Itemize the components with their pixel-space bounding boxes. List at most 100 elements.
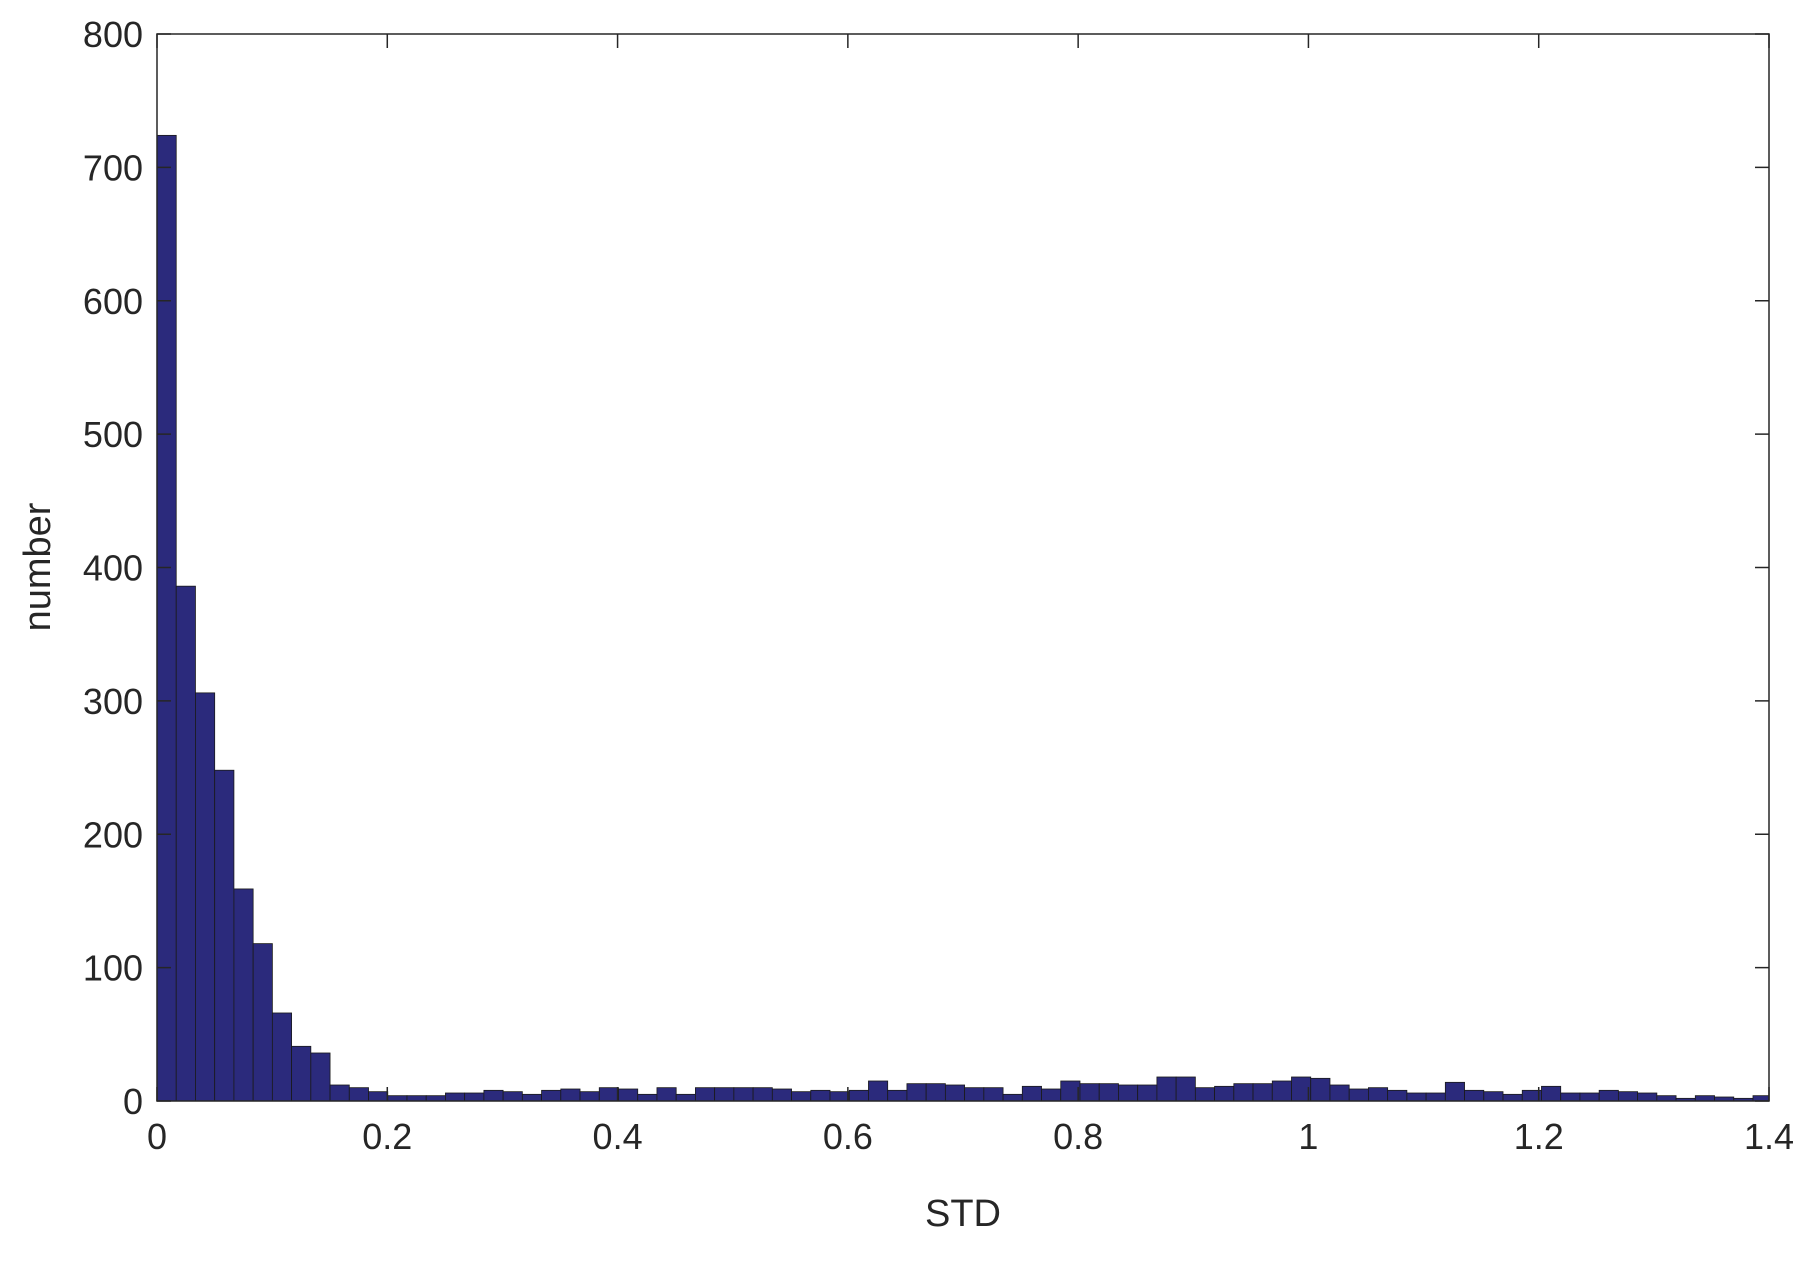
histogram-bar — [1541, 1085, 1562, 1102]
histogram-bar — [868, 1080, 889, 1102]
histogram-bar — [560, 1088, 581, 1102]
histogram-bar — [675, 1093, 696, 1102]
histogram-bar — [1175, 1076, 1196, 1102]
histogram-bar — [502, 1091, 523, 1102]
histogram-bar — [791, 1091, 812, 1102]
histogram-bar — [1118, 1084, 1139, 1102]
histogram-bar — [1502, 1093, 1523, 1102]
histogram-bar — [521, 1093, 542, 1102]
histogram-bar — [329, 1084, 350, 1102]
histogram-bar — [1233, 1083, 1254, 1102]
plot-background — [157, 34, 1769, 1101]
histogram-bar — [695, 1087, 716, 1102]
histogram-bar — [1464, 1089, 1485, 1102]
histogram-bar — [618, 1088, 639, 1102]
histogram-bar — [368, 1091, 389, 1102]
histogram-bar — [1483, 1091, 1504, 1102]
histogram-bar — [579, 1091, 600, 1102]
histogram-bar — [1560, 1092, 1581, 1102]
x-tick-label: 0.4 — [593, 1116, 643, 1157]
y-axis-label: number — [17, 502, 59, 631]
histogram-bar — [887, 1089, 908, 1102]
histogram-bar — [1214, 1085, 1235, 1102]
histogram-bar — [1387, 1089, 1408, 1102]
histogram-bar — [1041, 1088, 1062, 1102]
histogram-bar — [1060, 1080, 1081, 1102]
histogram-bar — [252, 943, 273, 1102]
histogram-bar — [291, 1045, 312, 1102]
histogram-bar — [771, 1088, 792, 1102]
x-tick-label: 0.2 — [362, 1116, 412, 1157]
y-tick-label: 600 — [83, 281, 143, 322]
histogram-bar — [1406, 1092, 1427, 1102]
ticks-layer: 0 0.2 0.4 0.6 0.8 1 1.2 1.4 0 100 200 300 400 500 600 7… — [83, 14, 1794, 1157]
x-tick-label: 0.8 — [1053, 1116, 1103, 1157]
histogram-bar — [752, 1087, 773, 1102]
histogram-bar — [964, 1087, 985, 1102]
histogram-bar — [1079, 1083, 1100, 1102]
histogram-bar — [1444, 1081, 1465, 1102]
y-tick-label: 300 — [83, 681, 143, 722]
histogram-bar — [1656, 1095, 1677, 1102]
histogram-bar — [1598, 1089, 1619, 1102]
histogram-bar — [714, 1087, 735, 1102]
histogram-bar — [810, 1089, 831, 1102]
y-tick-label: 800 — [83, 14, 143, 55]
histogram-bar — [1425, 1092, 1446, 1102]
y-tick-label: 400 — [83, 548, 143, 589]
histogram-bar — [1194, 1087, 1215, 1102]
histogram-bar — [214, 769, 235, 1102]
histogram-bar — [425, 1095, 446, 1102]
histogram-bar — [925, 1083, 946, 1102]
histogram-bar — [1368, 1087, 1389, 1102]
histogram-bar — [944, 1084, 966, 1102]
x-tick-label: 1.2 — [1514, 1116, 1564, 1157]
histogram-bar — [1252, 1083, 1273, 1102]
histogram-bar — [656, 1087, 677, 1102]
histogram-bar — [464, 1092, 485, 1102]
histogram-bar — [348, 1087, 369, 1102]
histogram-bar — [406, 1095, 427, 1102]
histogram-bar — [1156, 1076, 1177, 1102]
histogram-bar — [233, 888, 254, 1102]
histogram-bar — [1694, 1095, 1715, 1102]
histogram-bar — [733, 1087, 754, 1102]
y-tick-label: 100 — [83, 948, 143, 989]
histogram-bar — [848, 1089, 869, 1102]
y-tick-label: 0 — [123, 1081, 143, 1122]
histogram-bar — [483, 1089, 504, 1102]
histogram-bar — [271, 1012, 293, 1102]
histogram-bar — [387, 1095, 408, 1102]
histogram-bar — [445, 1092, 466, 1102]
histogram-bar — [1637, 1092, 1658, 1102]
histogram-bar — [1271, 1080, 1292, 1102]
histogram-bar — [637, 1093, 658, 1102]
histogram-bar — [1002, 1093, 1023, 1102]
histogram-bar — [541, 1089, 562, 1102]
y-tick-label: 700 — [83, 147, 143, 188]
y-tick-label: 500 — [83, 414, 143, 455]
histogram-bar — [1579, 1092, 1600, 1102]
histogram-bar — [175, 585, 196, 1102]
histogram-bar — [1098, 1083, 1119, 1102]
histogram-bar — [1752, 1095, 1770, 1102]
histogram-bar — [195, 692, 216, 1102]
y-tick-label: 200 — [83, 814, 143, 855]
x-tick-label: 0 — [147, 1116, 167, 1157]
histogram-bar — [1137, 1084, 1158, 1102]
histogram-bar — [906, 1083, 927, 1102]
histogram-bar — [598, 1087, 619, 1102]
histogram-bar — [156, 134, 177, 1102]
x-axis-label: STD — [925, 1193, 1001, 1235]
histogram-bar — [1617, 1091, 1639, 1102]
x-tick-label: 1 — [1298, 1116, 1318, 1157]
x-tick-label: 0.6 — [823, 1116, 873, 1157]
x-tick-label: 1.4 — [1744, 1116, 1794, 1157]
histogram-bar — [1310, 1077, 1331, 1102]
histogram-bar — [983, 1087, 1004, 1102]
histogram-bar — [1021, 1085, 1042, 1102]
histogram-bar — [829, 1091, 850, 1102]
histogram-bar — [310, 1052, 331, 1102]
